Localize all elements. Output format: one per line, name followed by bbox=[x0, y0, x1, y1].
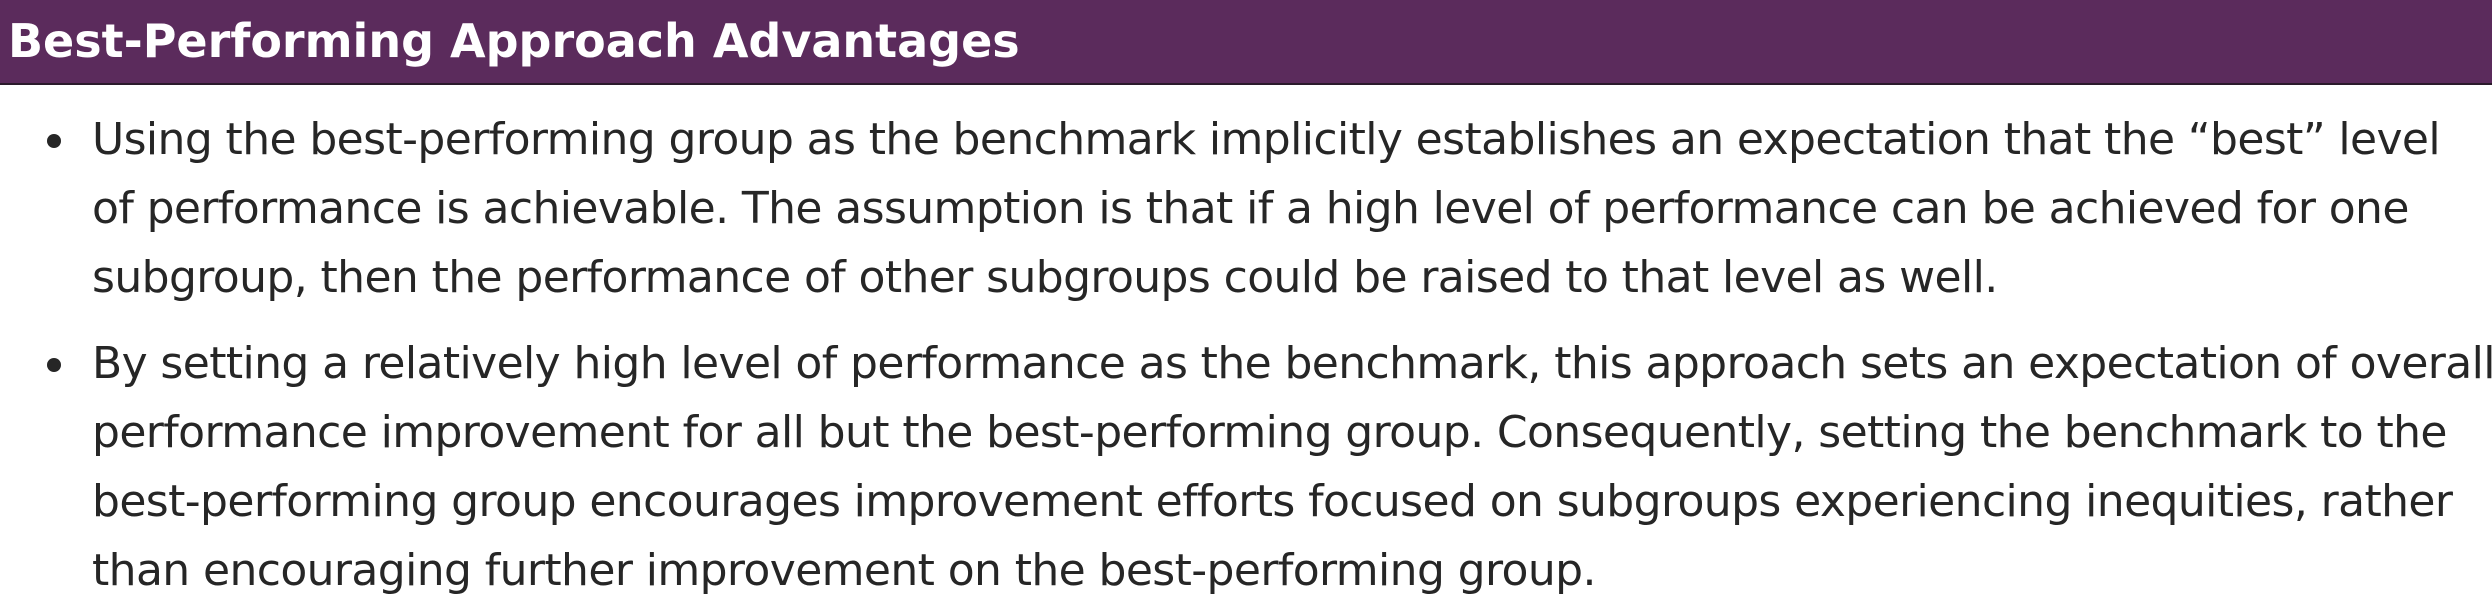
advantage-text-line: of performance is achievable. The assump… bbox=[92, 183, 2409, 234]
bullet-icon bbox=[47, 134, 61, 148]
advantage-text-line: performance improvement for all but the … bbox=[92, 407, 2447, 458]
section-title: Best-Performing Approach Advantages bbox=[8, 14, 1020, 68]
advantage-item: By setting a relatively high level of pe… bbox=[0, 329, 2492, 605]
advantages-list: Using the best-performing group as the b… bbox=[0, 85, 2492, 605]
advantage-text-line: subgroup, then the performance of other … bbox=[92, 252, 1998, 303]
section-header: Best-Performing Approach Advantages bbox=[0, 0, 2492, 85]
advantage-text-line: By setting a relatively high level of pe… bbox=[92, 338, 2492, 389]
advantage-text-line: best-performing group encourages improve… bbox=[92, 476, 2453, 527]
bullet-icon bbox=[47, 358, 61, 372]
advantage-item: Using the best-performing group as the b… bbox=[0, 105, 2492, 312]
advantage-text-line: Using the best-performing group as the b… bbox=[92, 114, 2441, 165]
advantage-text-line: than encouraging further improvement on … bbox=[92, 545, 1596, 596]
